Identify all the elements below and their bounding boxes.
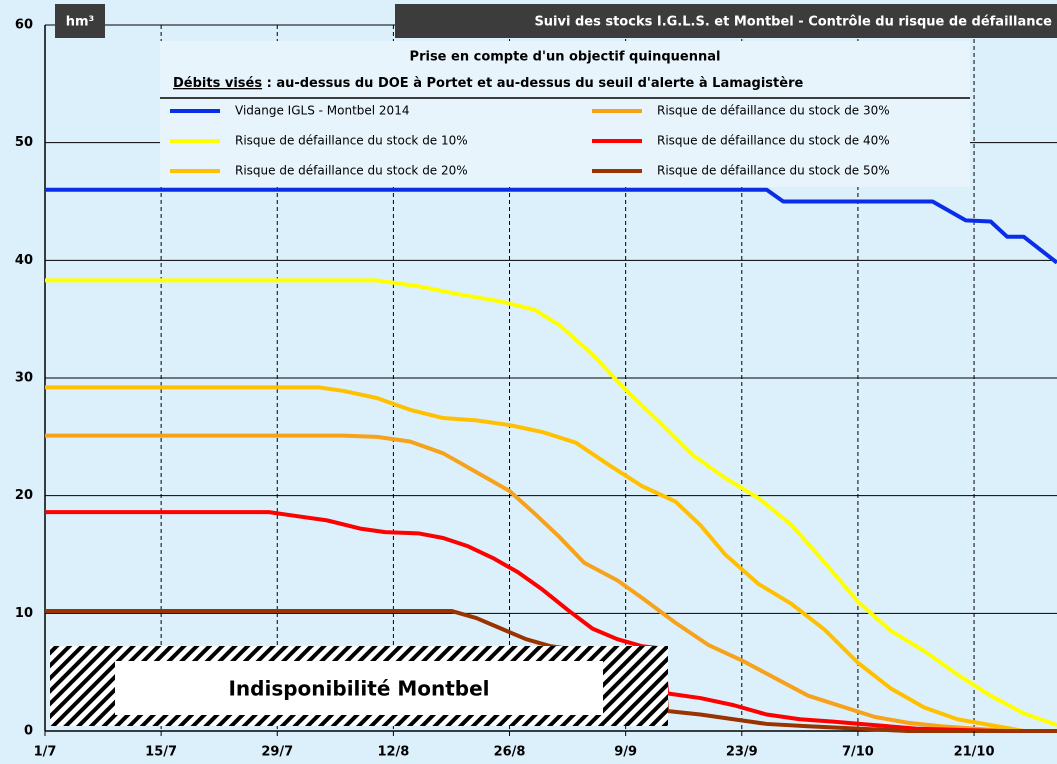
note: Débits visés : au-dessus du DOE à Portet… <box>173 76 803 91</box>
x-tick-label: 15/7 <box>145 745 177 760</box>
unavailability-box <box>115 661 603 715</box>
series-line <box>45 278 1057 728</box>
y-tick-label: 40 <box>15 253 33 268</box>
x-tick-label: 26/8 <box>494 745 526 760</box>
legend-box <box>160 41 970 187</box>
note-text: : au-dessus du DOE à Portet et au-dessus… <box>262 76 803 91</box>
title-box <box>395 4 1057 38</box>
legend-label: Risque de défaillance du stock de 40% <box>657 134 890 148</box>
y-tick-label: 60 <box>15 18 33 33</box>
unit-box <box>55 4 105 38</box>
series-line <box>45 385 1057 733</box>
y-tick-label: 10 <box>15 606 33 621</box>
legend-label: Risque de défaillance du stock de 20% <box>235 164 468 178</box>
x-tick-label: 21/10 <box>954 745 995 760</box>
y-tick-label: 20 <box>15 488 33 503</box>
x-tick-label: 9/9 <box>614 745 637 760</box>
legend-label: Vidange IGLS - Montbel 2014 <box>235 104 409 118</box>
x-tick-label: 1/7 <box>34 745 57 760</box>
chart-title: Suivi des stocks I.G.L.S. et Montbel - C… <box>534 15 1052 30</box>
x-tick-label: 7/10 <box>842 745 874 760</box>
y-tick-label: 30 <box>15 371 33 386</box>
y-unit: hm³ <box>66 15 95 30</box>
series-line <box>45 433 1057 733</box>
x-tick-label: 29/7 <box>261 745 293 760</box>
note-heading: Débits visés <box>173 76 262 91</box>
x-tick-label: 23/9 <box>726 745 758 760</box>
legend-label: Risque de défaillance du stock de 10% <box>235 134 468 148</box>
series-line <box>45 187 1057 265</box>
subtitle: Prise en compte d'un objectif quinquenna… <box>410 50 721 65</box>
series-line <box>45 510 1057 733</box>
y-tick-label: 0 <box>24 724 33 739</box>
annotation: Indisponibilité Montbel <box>228 677 489 701</box>
y-tick-label: 50 <box>15 135 33 150</box>
x-tick-label: 12/8 <box>377 745 409 760</box>
legend-label: Risque de défaillance du stock de 30% <box>657 104 890 118</box>
legend-label: Risque de défaillance du stock de 50% <box>657 164 890 178</box>
